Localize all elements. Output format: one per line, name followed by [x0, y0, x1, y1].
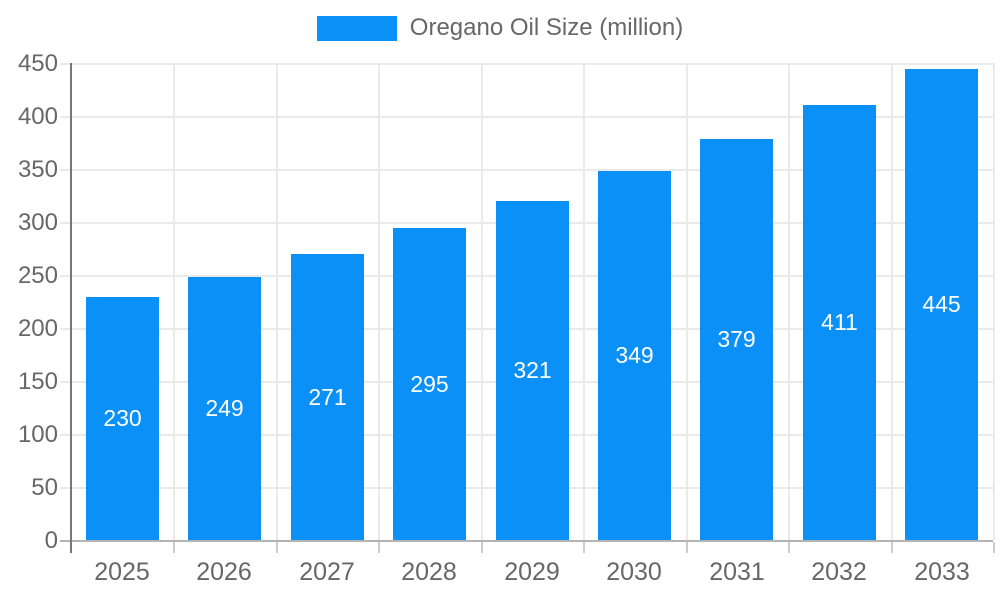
bar[interactable]: 379	[700, 139, 773, 540]
x-gridline	[788, 63, 790, 540]
legend-swatch	[316, 15, 397, 41]
y-tick-label: 250	[17, 262, 58, 289]
x-tick-label: 2033	[914, 558, 970, 586]
x-tick	[891, 542, 893, 553]
y-tick-label: 100	[17, 421, 58, 448]
x-gridline	[583, 63, 585, 540]
y-tick-label: 300	[17, 209, 58, 236]
y-gridline	[60, 169, 993, 171]
y-tick-label: 450	[17, 50, 58, 77]
x-tick-label: 2025	[94, 558, 150, 586]
bar[interactable]: 230	[86, 297, 159, 540]
bar-value-label: 411	[821, 309, 858, 335]
x-tick-label: 2030	[606, 558, 662, 586]
bar-value-label: 295	[410, 370, 449, 397]
x-tick	[788, 542, 790, 553]
x-gridline	[378, 63, 380, 540]
x-tick	[378, 542, 380, 553]
x-tick-label: 2027	[299, 558, 355, 586]
bar[interactable]: 321	[496, 201, 569, 540]
x-tick	[481, 542, 483, 553]
x-tick-label: 2032	[811, 558, 867, 586]
bar[interactable]: 445	[905, 69, 978, 540]
x-tick-label: 2029	[504, 558, 560, 586]
x-tick-label: 2026	[196, 558, 252, 586]
x-tick-label: 2028	[401, 558, 457, 586]
bar[interactable]: 295	[393, 228, 466, 540]
x-gridline	[891, 63, 893, 540]
y-tick-label: 150	[17, 368, 58, 395]
bar-value-label: 249	[205, 395, 244, 421]
x-tick	[686, 542, 688, 553]
bar-value-label: 349	[615, 342, 654, 368]
x-gridline	[173, 63, 175, 540]
x-tick	[173, 542, 175, 553]
y-gridline	[60, 116, 993, 118]
y-tick-label: 50	[31, 474, 58, 501]
y-gridline	[60, 63, 993, 65]
y-tick-label: 400	[17, 103, 58, 130]
legend[interactable]: Oregano Oil Size (million)	[0, 14, 1000, 42]
bar[interactable]: 271	[291, 254, 364, 540]
y-axis-line	[70, 63, 72, 553]
x-gridline	[481, 63, 483, 540]
x-gridline	[276, 63, 278, 540]
x-tick	[583, 542, 585, 553]
y-tick-label: 200	[17, 315, 58, 342]
bar[interactable]: 249	[188, 277, 261, 540]
bar-value-label: 321	[513, 357, 552, 383]
y-tick-label: 350	[17, 156, 58, 183]
bar-value-label: 445	[922, 291, 961, 317]
bar[interactable]: 411	[803, 105, 876, 540]
bar-value-label: 271	[308, 383, 347, 410]
bar-value-label: 230	[103, 405, 142, 431]
y-tick-label: 0	[44, 527, 58, 554]
y-gridline	[60, 540, 993, 542]
bar-value-label: 379	[717, 326, 756, 352]
x-gridline	[686, 63, 688, 540]
bar[interactable]: 349	[598, 171, 671, 540]
legend-label: Oregano Oil Size (million)	[409, 14, 684, 41]
x-tick	[993, 542, 995, 553]
x-tick-label: 2031	[709, 558, 765, 586]
x-tick	[276, 542, 278, 553]
x-gridline	[993, 63, 995, 540]
